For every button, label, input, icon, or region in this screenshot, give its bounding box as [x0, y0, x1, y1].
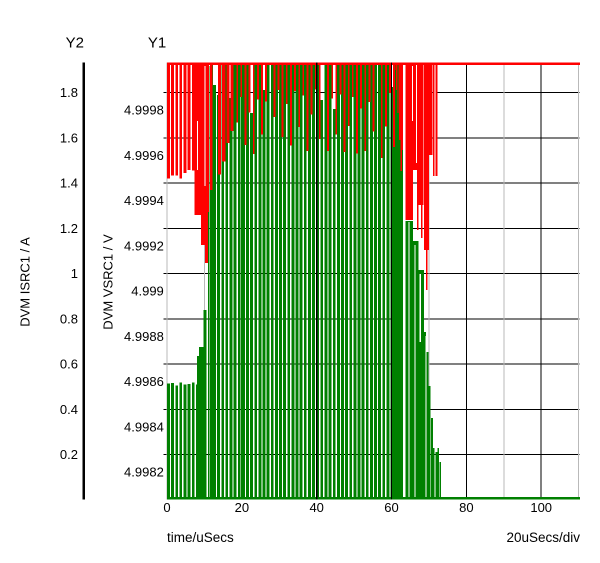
svg-text:100: 100	[530, 500, 552, 515]
svg-text:60: 60	[384, 500, 398, 515]
svg-text:4.9994: 4.9994	[124, 193, 164, 208]
svg-text:40: 40	[309, 500, 323, 515]
svg-text:80: 80	[459, 500, 473, 515]
svg-text:0.2: 0.2	[60, 447, 78, 462]
svg-text:Y2: Y2	[66, 35, 84, 52]
svg-text:DVM VSRC1 / V: DVM VSRC1 / V	[101, 234, 116, 330]
svg-text:0: 0	[163, 500, 170, 515]
svg-text:20: 20	[235, 500, 249, 515]
svg-text:4.9992: 4.9992	[124, 238, 164, 253]
svg-text:4.9998: 4.9998	[124, 103, 164, 118]
svg-text:4.9988: 4.9988	[124, 329, 164, 344]
svg-text:4.9982: 4.9982	[124, 465, 164, 480]
svg-text:1.6: 1.6	[60, 130, 78, 145]
svg-text:4.9996: 4.9996	[124, 148, 164, 163]
svg-text:0.8: 0.8	[60, 311, 78, 326]
svg-text:1.2: 1.2	[60, 221, 78, 236]
svg-text:time/uSecs: time/uSecs	[167, 530, 234, 545]
svg-text:4.999: 4.999	[131, 284, 164, 299]
svg-text:4.9986: 4.9986	[124, 374, 164, 389]
svg-text:0.4: 0.4	[60, 402, 78, 417]
svg-text:Y1: Y1	[148, 35, 166, 52]
svg-text:0.6: 0.6	[60, 357, 78, 372]
svg-text:20uSecs/div: 20uSecs/div	[506, 530, 580, 545]
svg-text:1.4: 1.4	[60, 176, 78, 191]
svg-text:DVM ISRC1 / A: DVM ISRC1 / A	[18, 237, 33, 327]
svg-text:4.9984: 4.9984	[124, 419, 164, 434]
svg-text:1: 1	[71, 266, 78, 281]
svg-text:1.8: 1.8	[60, 85, 78, 100]
